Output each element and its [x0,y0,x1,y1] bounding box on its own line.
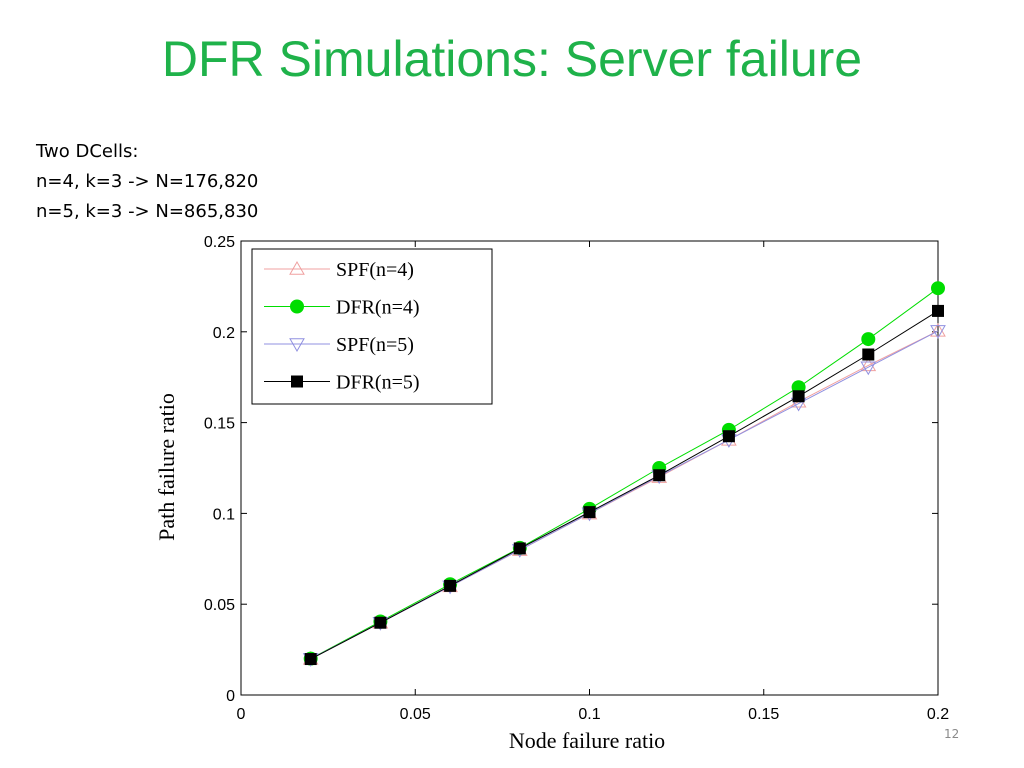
series-line [310,310,939,660]
legend-label: SPF(n=5) [336,334,414,356]
x-tick-label: 0.05 [400,706,431,723]
data-point [861,332,876,347]
data-point [513,542,526,555]
data-point [653,469,666,482]
y-tick-label: 0.2 [213,325,235,342]
notes-line-3: n=5, k=3 -> N=865,830 [36,201,259,222]
data-point [374,616,387,629]
legend-marker [291,375,303,388]
slide-notes: Two DCells: n=4, k=3 -> N=176,820 n=5, k… [36,137,258,227]
data-point [931,281,945,296]
notes-line-2: n=4, k=3 -> N=176,820 [36,171,259,192]
x-axis-title: Node failure ratio [509,728,665,753]
x-tick-label: 0.15 [748,706,779,723]
legend-marker [290,299,304,314]
y-tick-label: 0 [226,688,235,705]
legend-label: DFR(n=4) [336,297,420,319]
x-tick-label: 0.2 [927,706,949,723]
legend-label: SPF(n=4) [336,259,414,281]
data-point [862,348,875,361]
y-tick-label: 0.15 [204,416,235,433]
data-point [583,506,596,519]
x-tick-label: 0.1 [578,706,600,723]
y-tick-label: 0.25 [204,234,235,251]
data-point [860,357,877,372]
series-3 [304,304,944,666]
series-line [310,287,939,660]
y-tick-label: 0.05 [204,597,235,614]
legend-marker [289,338,305,353]
chart-legend: SPF(n=4) DFR(n=4) SPF(n=5) DFR(n=5) [251,248,493,405]
legend-marker [289,260,305,275]
slide-title: DFR Simulations: Server failure [161,31,863,87]
data-point [722,430,735,443]
y-axis-title: Path failure ratio [154,393,179,541]
data-point [304,653,317,666]
data-point [932,304,944,317]
data-point [930,322,946,337]
data-point [444,579,457,592]
chart-series [302,281,946,667]
data-point [930,325,946,339]
y-tick-label: 0.1 [213,506,235,523]
legend-label: DFR(n=5) [336,372,420,394]
x-tick-label: 0 [237,706,246,723]
page-number: 12 [944,727,960,741]
notes-line-1: Two DCells: [36,141,139,162]
data-point [860,361,877,376]
data-point [792,390,805,403]
